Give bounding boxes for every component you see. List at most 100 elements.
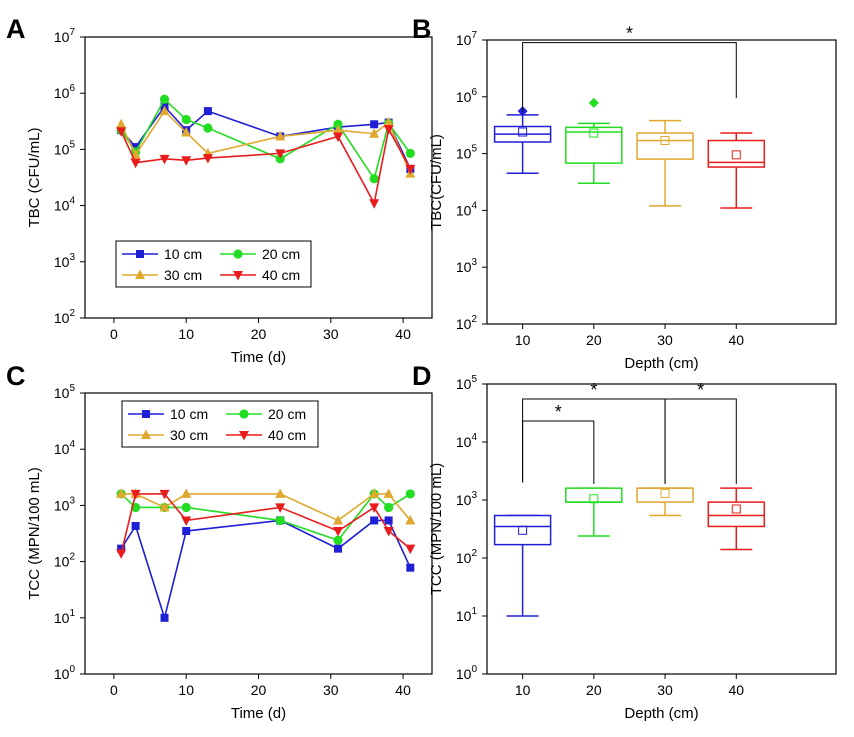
y-tick-exponent: 4	[69, 196, 75, 207]
data-point	[405, 544, 416, 555]
data-point	[159, 501, 170, 512]
x-tick-label: 40	[395, 326, 411, 342]
y-tick-label: 103	[54, 252, 76, 270]
box-mean	[731, 150, 741, 160]
y-tick-base: 10	[54, 198, 70, 214]
box-mean	[660, 488, 670, 498]
data-point	[275, 503, 286, 513]
x-tick-label: 20	[586, 332, 602, 348]
data-point	[370, 120, 379, 129]
data-point	[384, 516, 393, 525]
y-tick-base: 10	[54, 85, 70, 101]
y-tick-base: 10	[456, 608, 472, 624]
data-point	[202, 154, 213, 164]
data-point	[142, 410, 150, 418]
data-point	[383, 527, 394, 537]
y-tick-exponent: 5	[471, 374, 477, 385]
data-point	[405, 489, 415, 499]
data-point	[406, 563, 415, 572]
legend-label: 10 cm	[164, 246, 202, 262]
y-tick-base: 10	[456, 202, 472, 218]
y-tick-base: 10	[456, 316, 472, 332]
y-axis-title: TCC (MPN/100 mL)	[428, 463, 445, 596]
box-iqr	[636, 487, 694, 503]
plot-frame	[486, 383, 837, 675]
y-tick-exponent: 4	[471, 200, 477, 211]
data-point	[116, 549, 127, 559]
y-tick-base: 10	[456, 32, 472, 48]
y-tick-base: 10	[54, 610, 70, 626]
data-point	[333, 535, 343, 545]
box-mean	[518, 525, 528, 535]
data-point	[369, 488, 380, 498]
data-point	[383, 488, 394, 498]
y-tick-label: 100	[54, 664, 76, 682]
y-tick-label: 105	[54, 383, 76, 401]
x-tick-label: 10	[178, 682, 194, 698]
y-tick-label: 102	[456, 314, 478, 332]
data-point	[275, 130, 286, 141]
y-tick-label: 105	[456, 144, 478, 162]
data-point	[370, 516, 379, 525]
y-tick-label: 102	[54, 308, 76, 326]
y-tick-base: 10	[456, 259, 472, 275]
y-tick-label: 101	[456, 606, 478, 624]
data-point	[384, 502, 394, 513]
data-point	[116, 127, 127, 137]
x-tick-label: 40	[395, 682, 411, 698]
significance-bracket	[664, 398, 737, 484]
data-point	[130, 489, 141, 500]
data-point	[159, 94, 170, 104]
y-tick-exponent: 5	[69, 383, 75, 394]
data-point	[275, 149, 286, 159]
y-tick-base: 10	[54, 254, 70, 270]
data-point	[203, 107, 212, 116]
y-tick-label: 102	[456, 548, 478, 566]
y-tick-base: 10	[456, 550, 472, 566]
box-iqr	[636, 132, 694, 160]
data-point	[181, 126, 192, 137]
data-point	[131, 143, 140, 152]
y-tick-label: 103	[456, 257, 478, 275]
x-tick-label: 10	[515, 682, 531, 698]
data-point	[239, 431, 249, 441]
data-point	[181, 516, 192, 526]
data-point	[333, 119, 343, 129]
y-tick-label: 107	[456, 30, 478, 48]
panel-letter: B	[412, 14, 432, 44]
y-tick-base: 10	[456, 146, 472, 162]
data-point	[116, 488, 127, 498]
data-point	[136, 250, 144, 258]
data-point	[181, 502, 191, 513]
x-tick-label: 40	[728, 682, 744, 698]
significance-label: *	[555, 402, 562, 422]
y-tick-label: 104	[54, 196, 76, 214]
significance-bracket	[522, 420, 595, 484]
data-point	[369, 199, 380, 209]
y-tick-label: 107	[54, 27, 76, 45]
y-tick-exponent: 7	[471, 30, 477, 41]
y-tick-base: 10	[54, 497, 70, 513]
y-tick-label: 101	[54, 608, 76, 626]
data-point	[333, 514, 344, 525]
y-tick-exponent: 3	[471, 257, 477, 268]
data-point	[275, 488, 286, 498]
y-tick-base: 10	[456, 434, 472, 450]
x-tick-label: 40	[728, 332, 744, 348]
y-tick-base: 10	[54, 554, 70, 570]
panel-letter: C	[6, 361, 26, 391]
legend-label: 20 cm	[262, 246, 300, 262]
box-mean	[589, 128, 599, 138]
data-point	[130, 158, 141, 169]
y-tick-label: 104	[456, 432, 478, 450]
x-axis-title: Time (d)	[231, 705, 286, 722]
x-tick-label: 30	[657, 332, 673, 348]
significance-label: *	[626, 24, 633, 44]
y-tick-exponent: 5	[471, 144, 477, 155]
y-tick-base: 10	[456, 89, 472, 105]
data-point	[383, 125, 394, 135]
y-tick-label: 105	[54, 139, 76, 157]
series-line	[120, 109, 412, 174]
